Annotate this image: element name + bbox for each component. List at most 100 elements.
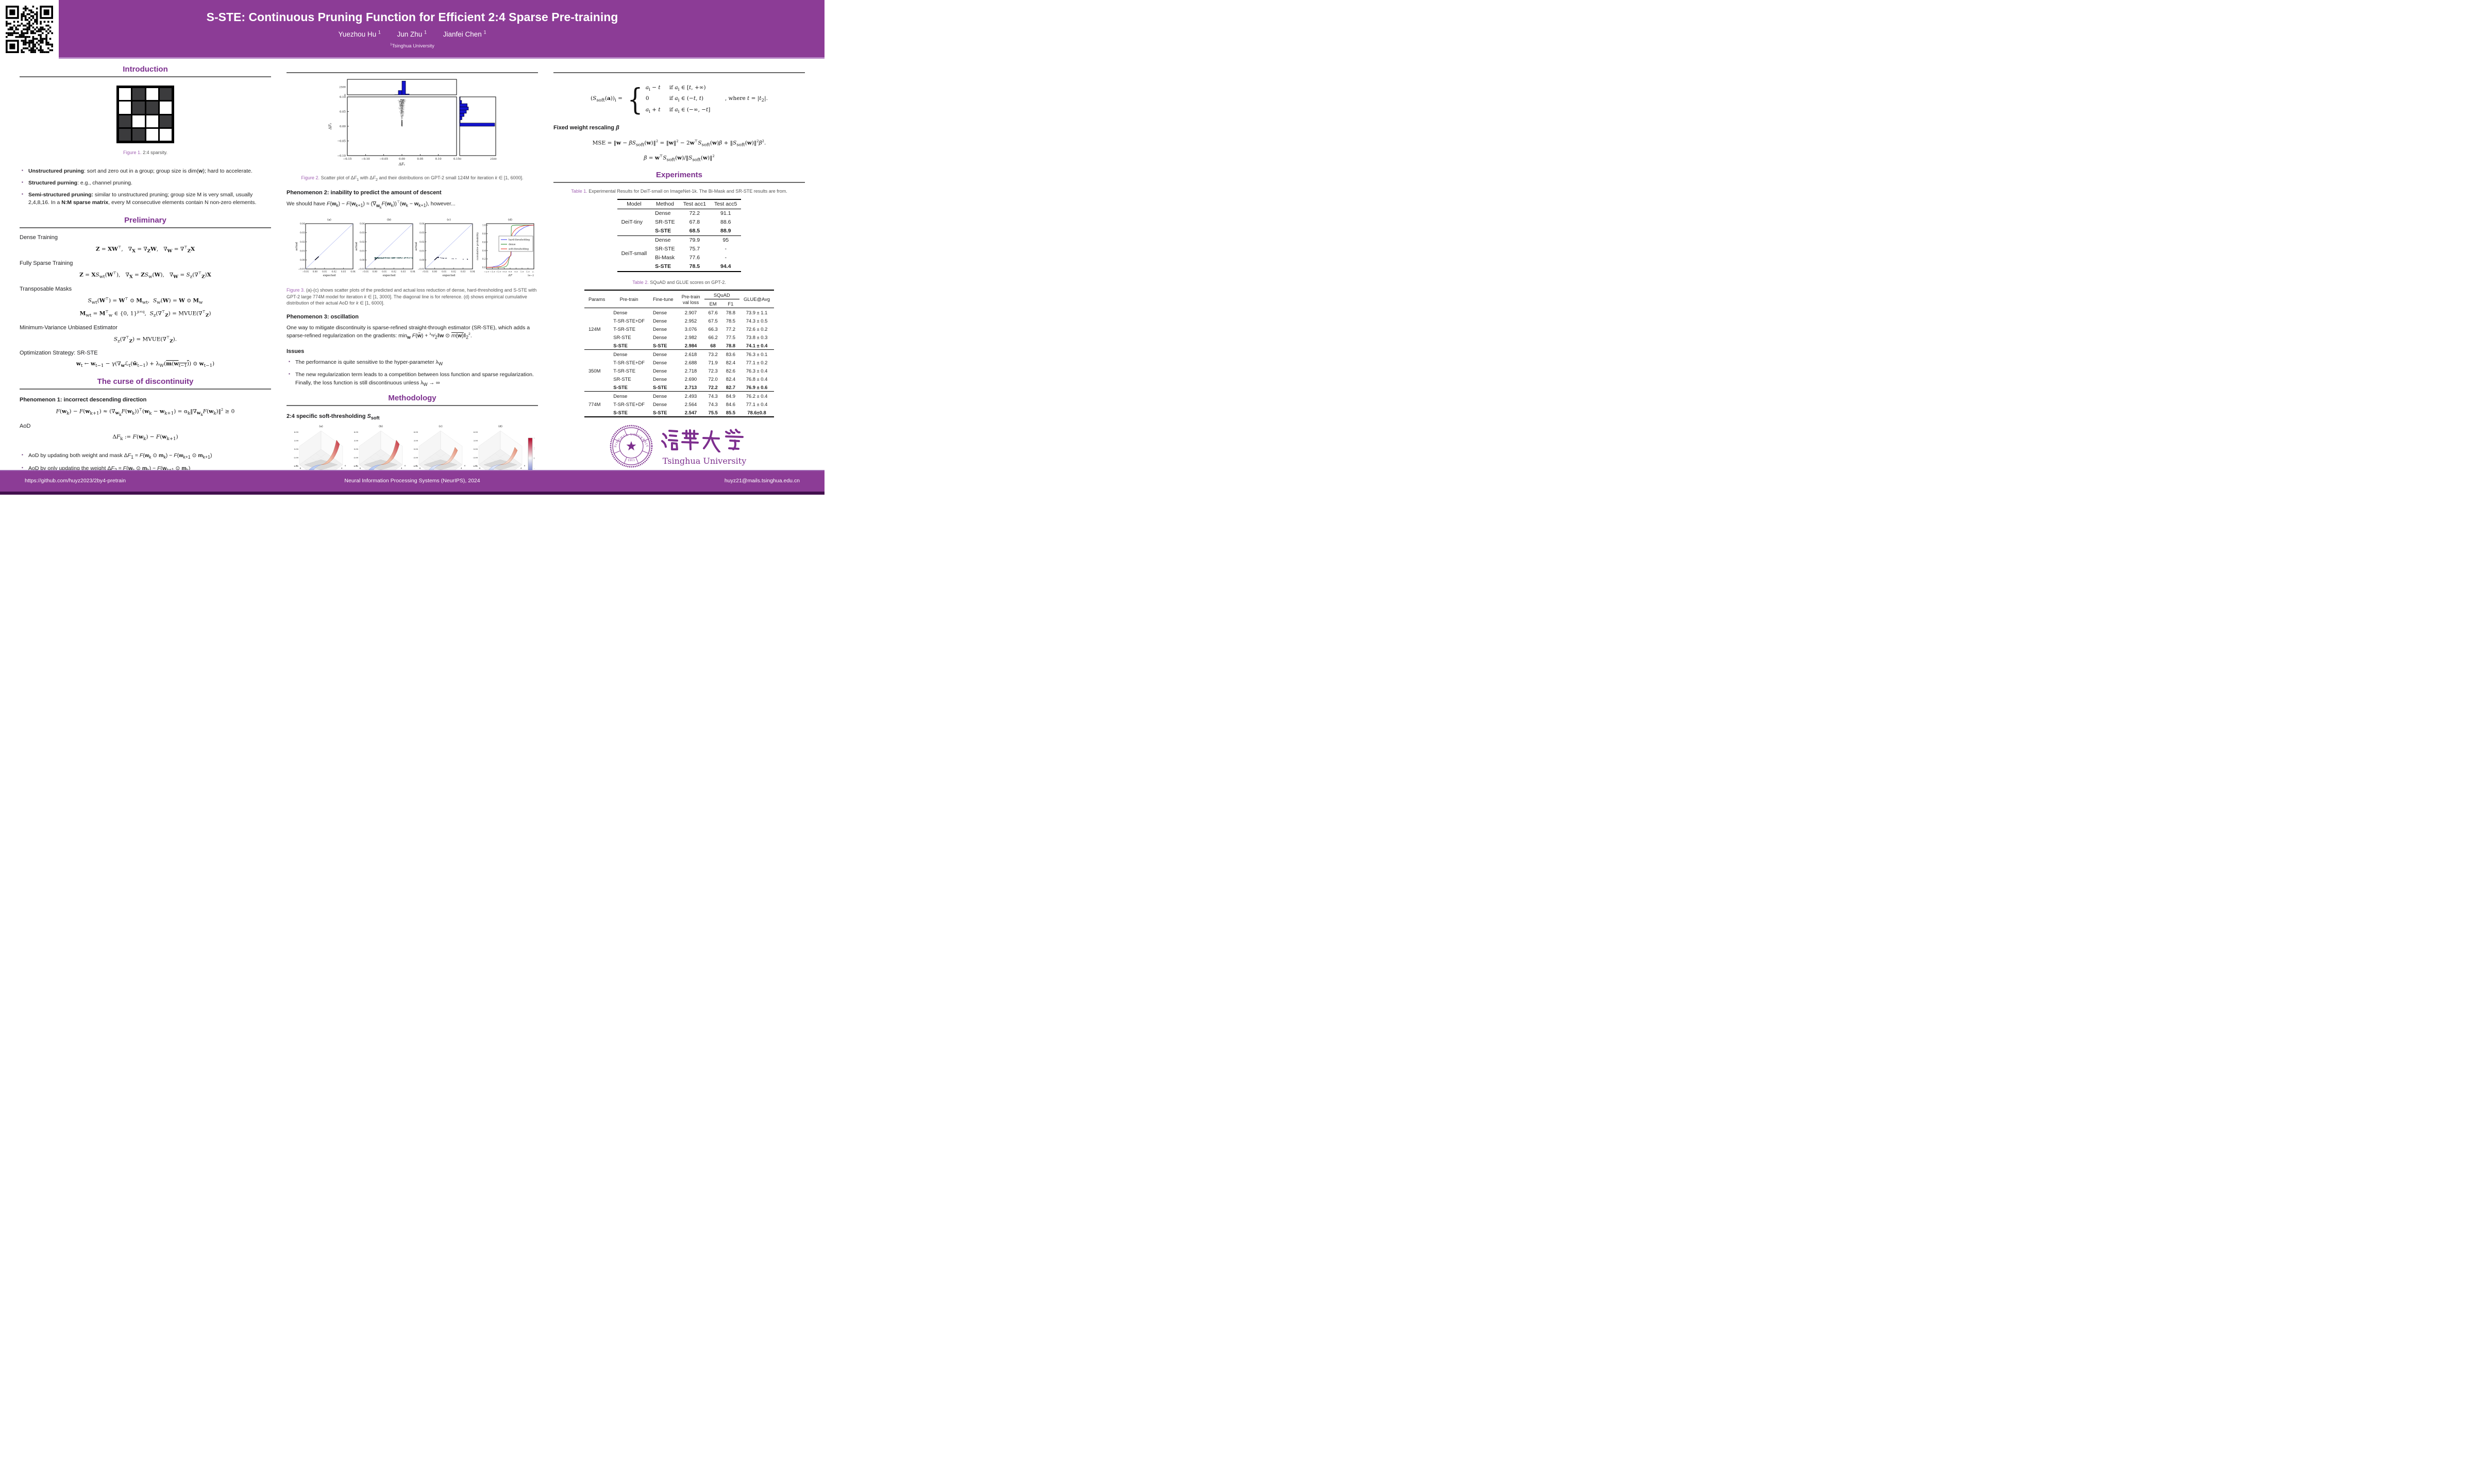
- sparsity-cell: [132, 102, 145, 114]
- author: Yuezhou Hu 1: [338, 29, 381, 38]
- figure-4-surfaces: (a)6.003.000.00-3.00-6.00-6-6-4-4-2-2002…: [294, 425, 536, 477]
- phenomenon-3-text: One way to mitigate discontinuity is spa…: [287, 325, 530, 340]
- fig4-panel(a): (a)6.003.000.00-3.00-6.00-6-6-4-4-2-2002…: [294, 425, 346, 477]
- soft-threshold-lhs: (Ssoft(a))i =: [591, 95, 623, 104]
- svg-text:0.04: 0.04: [300, 223, 305, 225]
- figure-3-caption: Figure 3. (a)-(c) shows scatter plots of…: [287, 288, 537, 306]
- svg-text:0.0: 0.0: [509, 271, 512, 273]
- table-1-cell: S-STE: [655, 263, 671, 270]
- table-1-cell: Dense: [651, 235, 679, 245]
- table-2-cell: 2.688: [684, 359, 697, 365]
- table-2-cell: Dense: [652, 326, 667, 332]
- bullet-item: Unstructured pruning: sort and zero out …: [22, 167, 271, 175]
- svg-text:6.00: 6.00: [294, 431, 299, 433]
- svg-text:0.00: 0.00: [313, 271, 318, 273]
- svg-text:−1.5: −1.5: [490, 271, 495, 273]
- author-affil-mark: 1: [483, 29, 486, 35]
- table-2-cell: 72.3: [708, 367, 718, 374]
- section-rule: [553, 72, 805, 73]
- poster-page: { "poster": { "title": "S-STE: Continuou…: [0, 0, 825, 495]
- bullet-item: AoD by updating both weight and mask ΔF1…: [22, 452, 271, 461]
- figure-2-caption-label: Figure 2.: [301, 175, 320, 180]
- section-curse: The curse of discontinuity Phenomenon 1:…: [20, 377, 271, 474]
- svg-text:0.04: 0.04: [360, 223, 365, 225]
- svg-text:0.00: 0.00: [354, 448, 359, 450]
- table-1-cell: 67.8: [689, 219, 700, 226]
- table-1-header: Test acc5: [710, 199, 742, 209]
- svg-text:0.4: 0.4: [482, 249, 486, 252]
- cases-brace: {: [627, 82, 643, 117]
- svg-text:3.00: 3.00: [414, 440, 418, 442]
- author: Jun Zhu 1: [397, 29, 427, 38]
- tsinghua-calligraphy-icon: [661, 429, 744, 453]
- svg-text:0.03: 0.03: [341, 271, 346, 273]
- table-1-caption-label: Table 1.: [571, 189, 587, 194]
- svg-text:6.00: 6.00: [474, 431, 478, 433]
- svg-text:0.05: 0.05: [340, 111, 346, 114]
- author-name: Jianfei Chen: [443, 30, 482, 38]
- poster-body: Introduction Figure 1. 2:4 sparsity. Uns…: [0, 59, 825, 479]
- svg-text:cumulative probability: cumulative probability: [476, 232, 479, 261]
- svg-text:(c): (c): [439, 425, 442, 428]
- fig3-scatter: [374, 257, 413, 261]
- bullet-item: The new regularization term leads to a c…: [289, 371, 538, 387]
- svg-text:0.15: 0.15: [453, 158, 460, 161]
- table-2-header: Fine-tune: [648, 290, 678, 309]
- table-2-cell: 84.9: [721, 391, 740, 400]
- table-2-header: Pre-train val loss: [677, 290, 704, 309]
- tsinghua-seal-icon: TSINGHUA UNIVERSITY· 1911 ·: [610, 425, 653, 468]
- table-2-cell: S-STE: [652, 384, 667, 390]
- mse-equation: MSE = ‖w − βSsoft(w)‖2 = ‖w‖2 − 2w⊤Ssoft…: [592, 139, 766, 148]
- tsinghua-logo: TSINGHUA UNIVERSITY· 1911 · Tsinghua Uni…: [553, 425, 805, 468]
- svg-text:0.02: 0.02: [360, 241, 365, 243]
- fig3-panel(c): (c)−0.01−0.010.000.000.010.010.020.020.0…: [415, 218, 475, 277]
- svg-text:-6: -6: [475, 465, 477, 467]
- svg-text:dense: dense: [509, 243, 516, 246]
- svg-text:1.0: 1.0: [482, 224, 486, 227]
- table-2-cell: T-SR-STE+DF: [613, 401, 645, 407]
- fig2-axes: [347, 79, 496, 156]
- preliminary-label: Dense Training: [20, 234, 58, 241]
- table-2-cell: 83.6: [721, 349, 740, 359]
- table-1-cell: 79.9: [679, 235, 711, 245]
- svg-text:expected: expected: [323, 274, 336, 277]
- section-experiments: Experiments Table 1. Experimental Result…: [553, 171, 805, 468]
- table-2-cell: 2.547: [684, 409, 697, 415]
- figure-1-caption: Figure 1. 2:4 sparsity.: [123, 150, 167, 155]
- fig3-cdf-curve: [486, 225, 534, 268]
- svg-text:0.03: 0.03: [360, 231, 365, 234]
- qr-code-icon: [6, 6, 53, 53]
- svg-text:soft-thresholding: soft-thresholding: [509, 248, 529, 251]
- table-1-cell: 94.4: [720, 263, 731, 270]
- tsinghua-logo-text: Tsinghua University: [660, 427, 749, 466]
- table-1-model-cell: DeiT-small: [617, 235, 651, 272]
- sparsity-cell: [119, 102, 131, 114]
- svg-text:0: 0: [460, 158, 461, 161]
- table-2-row: S-STE S-STE 2.547 75.5 85.5 78.6±0.8: [584, 408, 774, 417]
- svg-text:-4: -4: [419, 467, 421, 469]
- table-1-row: SR-STE 67.8 88.6: [617, 218, 742, 227]
- svg-text:−0.01: −0.01: [362, 271, 369, 273]
- sparsity-cell: [146, 128, 158, 141]
- table-2-cell: 77.1 ± 0.4: [746, 401, 768, 407]
- svg-text:−0.01: −0.01: [418, 268, 425, 271]
- table-2-cell: 85.5: [726, 409, 736, 415]
- table-2-cell: 82.7: [726, 384, 736, 390]
- table-2-row: T-SR-STE+DF Dense 2.952 67.5 78.5 74.3 ± 0.5: [584, 316, 774, 325]
- svg-text:actual: actual: [295, 242, 298, 251]
- column-right: (Ssoft(a))i = { ai − t if ai ∈ [t, +∞) 0 if…: [553, 59, 805, 477]
- table-2-cell: 74.1 ± 0.4: [746, 342, 768, 348]
- phenomenon-1-equation: F(wk) − F(wk+1) ≈ (∇wkF(wk))⊤(wk − wk+1)…: [56, 407, 235, 417]
- author-name: Yuezhou Hu: [338, 30, 377, 38]
- table-1-header: Model: [617, 199, 651, 209]
- svg-text:-3.00: -3.00: [473, 457, 478, 459]
- table-1-row: SR-STE 75.7 -: [617, 245, 742, 254]
- table-2-cell: 66.3: [708, 326, 718, 332]
- footer-accent-strip: [0, 492, 825, 495]
- table-2-cell: 82.4: [726, 376, 736, 382]
- table-1-cell: 75.7: [689, 246, 700, 252]
- fig4-panel(b): (b)6.003.000.00-3.00-6.00-6-6-4-4-2-2002…: [354, 425, 406, 477]
- svg-text:-6: -6: [415, 465, 417, 467]
- table-2-header: F1: [721, 299, 740, 309]
